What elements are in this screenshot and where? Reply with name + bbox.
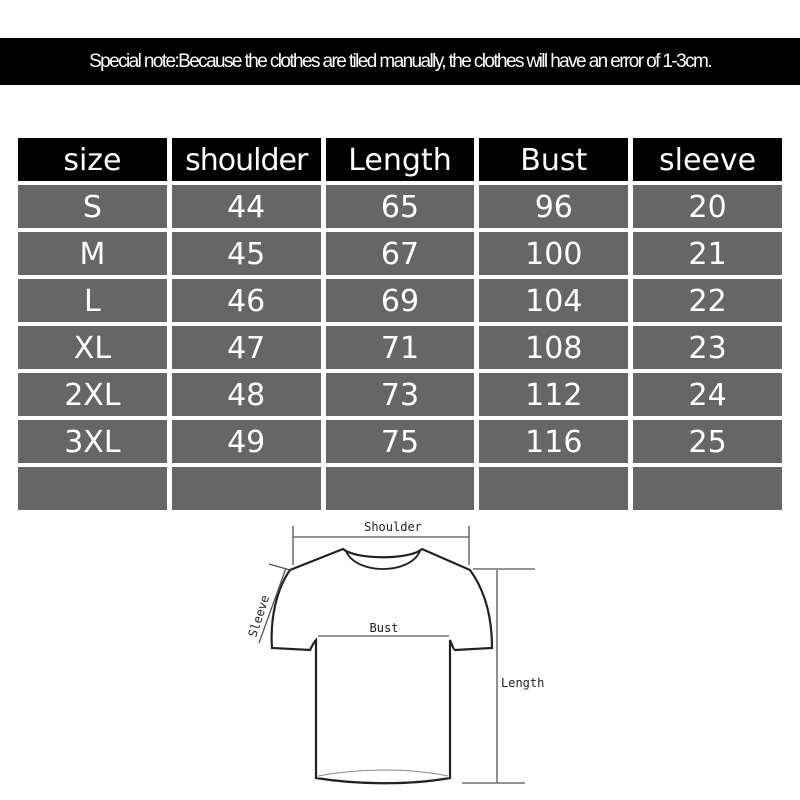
cell-size: L — [18, 279, 167, 322]
bust-label: Bust — [370, 621, 399, 635]
cell-sleeve: 22 — [633, 279, 782, 322]
table-row: M 45 67 100 21 — [18, 232, 782, 275]
cell-bust: 108 — [479, 326, 629, 369]
cell-length: 65 — [325, 185, 475, 228]
cell-shoulder — [171, 467, 321, 510]
cell-length: 67 — [325, 232, 475, 275]
shoulder-label: Shoulder — [364, 520, 422, 534]
measure-lines — [258, 526, 535, 784]
cell-shoulder: 48 — [171, 373, 321, 416]
cell-sleeve: 24 — [633, 373, 782, 416]
table-row: 3XL 49 75 116 25 — [18, 420, 782, 463]
cell-sleeve — [633, 467, 782, 510]
cell-length: 73 — [325, 373, 475, 416]
length-label: Length — [501, 676, 544, 690]
cell-size: 3XL — [18, 420, 167, 463]
cell-shoulder: 44 — [171, 185, 321, 228]
header-length: Length — [325, 138, 475, 181]
cell-bust: 104 — [479, 279, 629, 322]
cell-length: 69 — [325, 279, 475, 322]
cell-sleeve: 23 — [633, 326, 782, 369]
cell-bust: 100 — [479, 232, 629, 275]
cell-bust — [479, 467, 629, 510]
cell-bust: 96 — [479, 185, 629, 228]
cell-sleeve: 25 — [633, 420, 782, 463]
cell-shoulder: 49 — [171, 420, 321, 463]
table-row: 2XL 48 73 112 24 — [18, 373, 782, 416]
cell-size: XL — [18, 326, 167, 369]
cell-bust: 112 — [479, 373, 629, 416]
cell-shoulder: 45 — [171, 232, 321, 275]
table-row: XL 47 71 108 23 — [18, 326, 782, 369]
cell-size: M — [18, 232, 167, 275]
cell-length — [325, 467, 475, 510]
table-row: S 44 65 96 20 — [18, 185, 782, 228]
cell-sleeve: 21 — [633, 232, 782, 275]
header-shoulder: shoulder — [171, 138, 321, 181]
size-table: size shoulder Length Bust sleeve S 44 65 96… — [18, 138, 782, 514]
header-bust: Bust — [479, 138, 629, 181]
cell-size — [18, 467, 167, 510]
header-size: size — [18, 138, 167, 181]
tshirt-outline — [270, 547, 494, 785]
table-row: L 46 69 104 22 — [18, 279, 782, 322]
cell-shoulder: 47 — [171, 326, 321, 369]
cell-sleeve: 20 — [633, 185, 782, 228]
cell-size: 2XL — [18, 373, 167, 416]
table-row — [18, 467, 782, 510]
table-header-row: size shoulder Length Bust sleeve — [18, 138, 782, 181]
special-note-banner: Special note:Because the clothes are til… — [0, 38, 800, 85]
cell-shoulder: 46 — [171, 279, 321, 322]
cell-length: 75 — [325, 420, 475, 463]
header-sleeve: sleeve — [633, 138, 782, 181]
cell-bust: 116 — [479, 420, 629, 463]
cell-length: 71 — [325, 326, 475, 369]
cell-size: S — [18, 185, 167, 228]
